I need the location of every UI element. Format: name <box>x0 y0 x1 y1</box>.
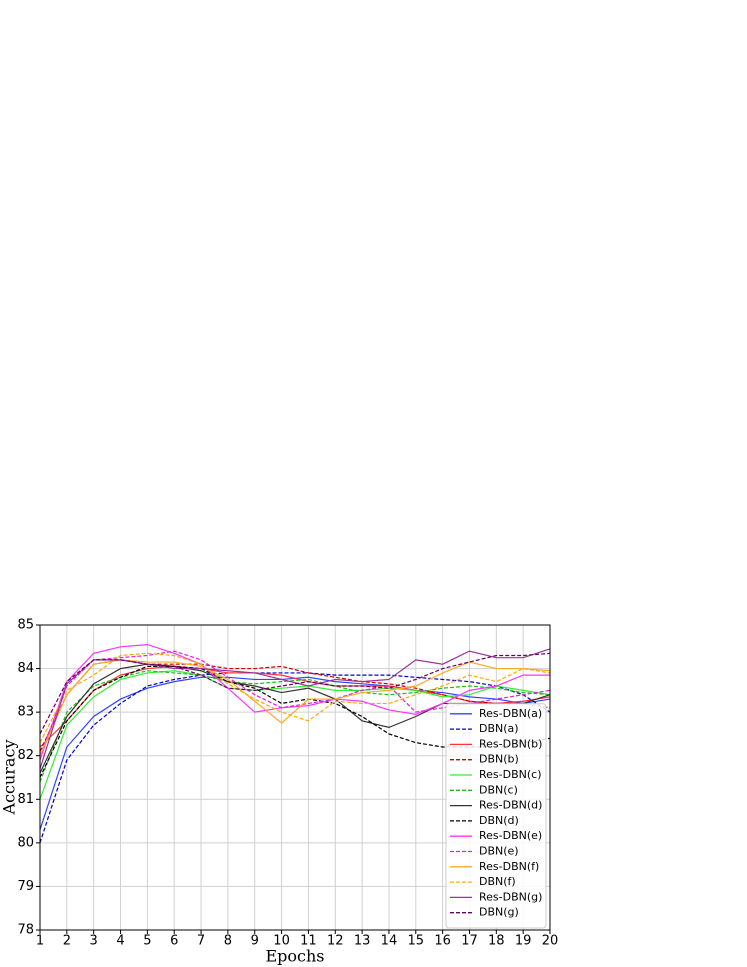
x-tick-label: 7 <box>197 934 205 949</box>
y-tick-label: 83 <box>17 705 34 720</box>
series-line <box>39 670 551 800</box>
legend-label: Res-DBN(b) <box>479 737 542 750</box>
legend-label: DBN(g) <box>479 906 519 919</box>
x-tick-label: 9 <box>251 934 259 949</box>
x-tick-label: 2 <box>63 934 71 949</box>
y-tick-label: 79 <box>17 879 34 894</box>
legend-label: DBN(e) <box>479 845 519 858</box>
y-tick-label: 78 <box>17 923 34 938</box>
legend-label: Res-DBN(f) <box>479 860 539 873</box>
x-tick-label: 18 <box>488 934 505 949</box>
legend-label: Res-DBN(g) <box>479 890 542 903</box>
x-tick-label: 19 <box>515 934 532 949</box>
x-tick-label: 1 <box>36 934 44 949</box>
legend-label: Res-DBN(d) <box>479 799 542 812</box>
x-tick-label: 13 <box>354 934 371 949</box>
legend-label: Res-DBN(c) <box>479 768 542 781</box>
x-tick-label: 8 <box>224 934 232 949</box>
legend-label: DBN(b) <box>479 753 519 766</box>
x-tick-label: 11 <box>300 934 317 949</box>
series-line <box>39 652 551 743</box>
x-tick-label: 17 <box>461 934 478 949</box>
series-line <box>39 670 551 783</box>
x-tick-label: 10 <box>273 934 290 949</box>
x-tick-label: 3 <box>90 934 98 949</box>
series-line <box>39 648 551 769</box>
x-axis-label: Epochs <box>265 947 324 966</box>
legend-label: DBN(c) <box>479 783 518 796</box>
series-line <box>39 665 551 748</box>
x-tick-label: 14 <box>381 934 398 949</box>
legend-label: DBN(a) <box>479 722 519 735</box>
x-tick-label: 16 <box>434 934 451 949</box>
y-tick-label: 82 <box>17 748 34 763</box>
series-line <box>39 672 551 844</box>
x-tick-label: 15 <box>408 934 425 949</box>
x-tick-label: 5 <box>143 934 151 949</box>
plot-frame <box>39 624 551 931</box>
y-tick-label: 81 <box>17 792 34 807</box>
x-tick-label: 20 <box>542 934 559 949</box>
y-tick-label: 80 <box>17 835 34 850</box>
legend-label: Res-DBN(a) <box>479 707 542 720</box>
legend-label: Res-DBN(e) <box>479 829 542 842</box>
legend-label: DBN(d) <box>479 814 519 827</box>
x-tick-label: 4 <box>116 934 124 949</box>
x-tick-label: 12 <box>327 934 344 949</box>
y-tick-label: 84 <box>17 661 34 676</box>
x-tick-label: 6 <box>170 934 178 949</box>
y-tick-label: 85 <box>17 618 34 633</box>
legend-label: DBN(f) <box>479 875 516 888</box>
series-line <box>39 652 551 735</box>
y-axis-label: Accuracy <box>0 740 19 816</box>
series-line <box>39 644 550 761</box>
